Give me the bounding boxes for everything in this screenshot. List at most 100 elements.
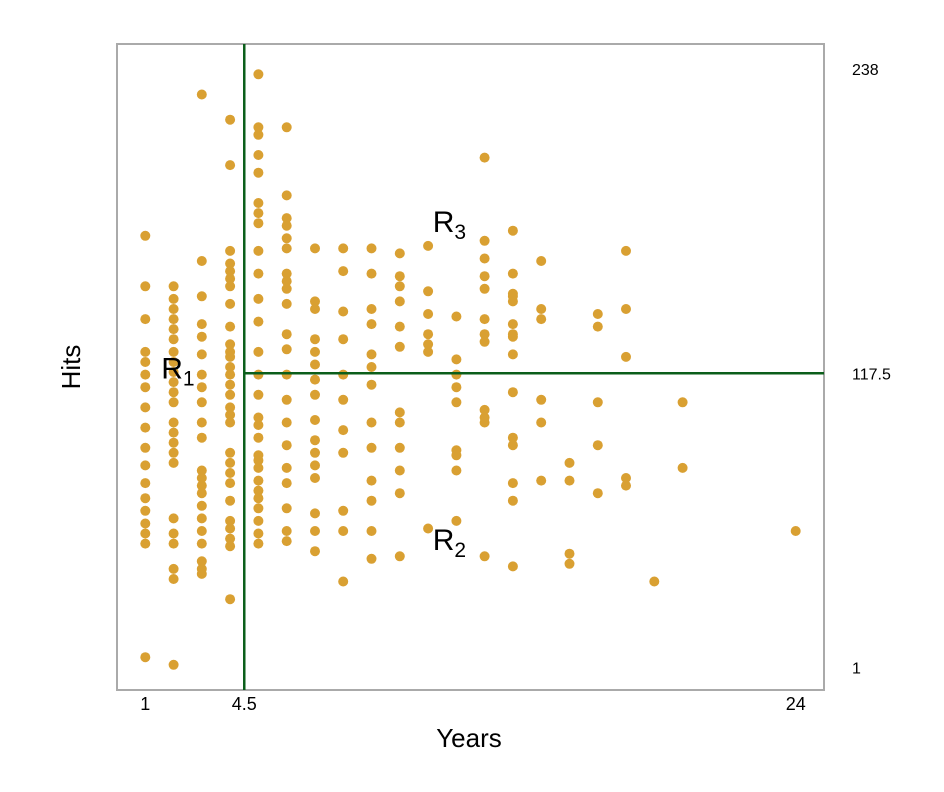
points-layer [140, 69, 801, 670]
data-point [281, 268, 292, 279]
data-point [168, 528, 179, 539]
data-point [394, 341, 405, 352]
data-point [310, 447, 320, 458]
data-point [196, 488, 207, 499]
data-point [253, 167, 264, 178]
data-point [253, 293, 264, 304]
x-tick-label: 4.5 [232, 694, 257, 714]
data-point [451, 354, 462, 365]
data-point [536, 394, 547, 405]
data-point [225, 273, 236, 284]
data-point [253, 455, 264, 466]
plot-frame [116, 43, 825, 691]
data-point [168, 377, 179, 388]
data-point [140, 652, 151, 663]
data-point [196, 349, 207, 360]
data-point [479, 336, 490, 347]
data-point [225, 409, 236, 420]
region-letter: R [433, 206, 455, 239]
data-point [507, 268, 518, 279]
data-point [253, 198, 264, 208]
data-point [366, 304, 377, 314]
data-point [168, 538, 179, 549]
data-point [394, 417, 405, 428]
region-subscript: 1 [183, 368, 195, 391]
data-point [140, 493, 151, 504]
data-point [338, 369, 349, 380]
data-point [536, 314, 547, 325]
data-point [310, 546, 320, 557]
data-point [196, 331, 207, 342]
data-point [338, 243, 349, 254]
data-point [621, 304, 631, 314]
region-label-r2: R2 [433, 524, 466, 562]
data-point [281, 344, 292, 355]
data-point [225, 533, 236, 544]
data-point [140, 369, 151, 380]
data-point [423, 523, 434, 534]
data-point [196, 513, 207, 524]
data-point [592, 488, 603, 499]
data-point [225, 402, 236, 413]
data-point [225, 389, 236, 400]
data-point [168, 397, 179, 408]
data-point [140, 528, 151, 539]
data-point [366, 349, 377, 360]
data-point [451, 465, 462, 476]
data-point [310, 389, 320, 400]
data-point [310, 460, 320, 471]
data-point [310, 334, 320, 345]
data-point [140, 518, 151, 529]
data-point [366, 553, 377, 564]
data-point [366, 379, 377, 390]
data-point [310, 473, 320, 483]
data-point [168, 427, 179, 438]
data-point [281, 417, 292, 428]
data-point [338, 394, 349, 405]
data-point [196, 256, 207, 266]
data-point [310, 508, 320, 519]
data-point [140, 281, 151, 292]
data-point [649, 576, 660, 587]
right-value-labels: 238 117.5 1 [852, 62, 891, 677]
data-point [394, 488, 405, 499]
data-point [281, 298, 292, 309]
data-point [592, 397, 603, 408]
data-point [451, 369, 462, 380]
data-point [536, 417, 547, 428]
y-axis-title: Hits [56, 345, 86, 390]
right-value-label: 117.5 [852, 366, 891, 383]
data-point [310, 526, 320, 536]
data-point [225, 468, 236, 478]
data-point [225, 362, 236, 372]
data-point [253, 150, 264, 160]
data-point [225, 478, 236, 489]
data-point [366, 475, 377, 486]
data-point [564, 548, 575, 559]
data-point [168, 513, 179, 524]
data-point [253, 475, 264, 486]
data-point [281, 122, 292, 133]
data-point [168, 324, 179, 335]
data-point [140, 422, 151, 433]
data-point [479, 253, 490, 264]
data-point [564, 457, 575, 468]
data-point [423, 329, 434, 340]
data-point [225, 447, 236, 458]
data-point [196, 526, 207, 536]
x-tick-label: 1 [140, 694, 150, 714]
region-label-r1: R1 [161, 353, 194, 391]
data-point [281, 283, 292, 294]
data-point [394, 321, 405, 332]
data-point [196, 89, 207, 100]
data-point [394, 551, 405, 562]
region-subscript: 3 [454, 221, 466, 244]
data-point [310, 346, 320, 357]
data-point [196, 556, 207, 567]
data-point [253, 538, 264, 549]
data-point [168, 281, 179, 292]
data-point [196, 432, 207, 443]
data-point [225, 457, 236, 468]
data-point [479, 404, 490, 415]
data-point [366, 268, 377, 279]
